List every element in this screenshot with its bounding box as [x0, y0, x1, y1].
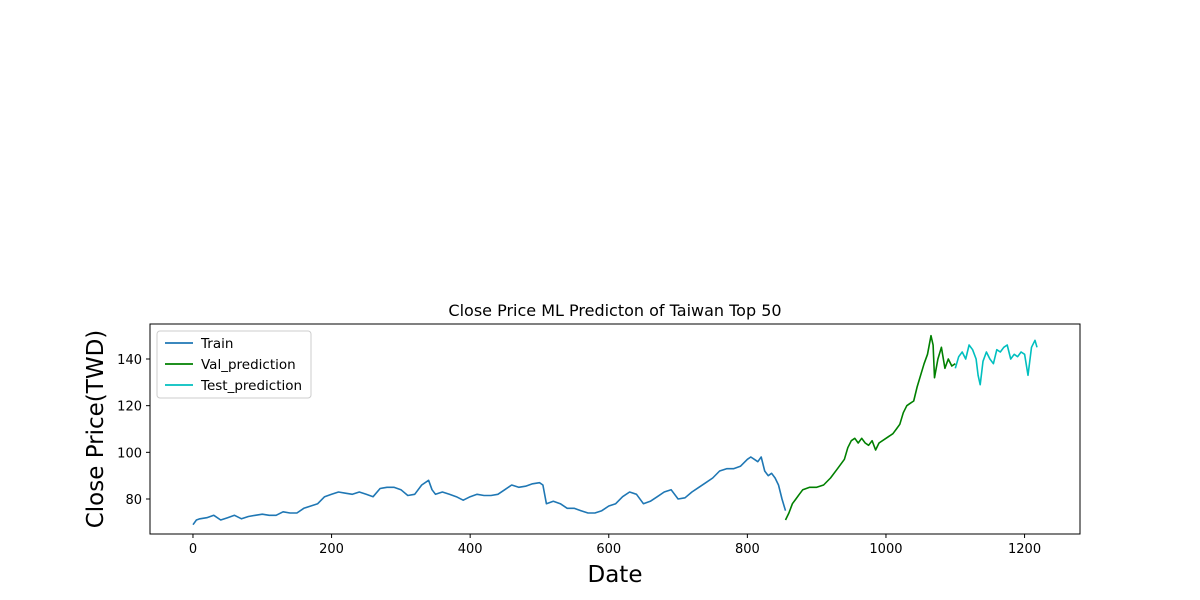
series-layer — [192, 334, 1038, 526]
y-tick-label: 120 — [117, 400, 142, 415]
legend-frame — [156, 330, 312, 399]
x-tick-label: 0 — [189, 542, 197, 557]
y-axis: 80 100 120 140 — [117, 353, 150, 508]
x-tick-label: 1000 — [869, 542, 902, 557]
x-tick-label: 600 — [596, 542, 621, 557]
y-tick-label: 100 — [117, 446, 142, 461]
legend: Train Val_prediction Test_prediction — [156, 330, 312, 399]
x-tick-label: 800 — [735, 542, 760, 557]
x-axis: 0 200 400 600 800 1000 1200 — [189, 534, 1041, 557]
x-tick-label: 400 — [458, 542, 483, 557]
x-tick-label: 1200 — [1008, 542, 1041, 557]
legend-entry: Val_prediction — [201, 357, 296, 373]
legend-entry: Test_prediction — [200, 378, 302, 394]
legend-entry: Train — [200, 336, 233, 352]
y-axis-label: Close Price(TWD) — [83, 330, 109, 529]
x-axis-label: Date — [588, 562, 643, 588]
y-tick-label: 80 — [125, 493, 142, 508]
series-line-train — [192, 456, 787, 526]
y-tick-label: 140 — [117, 353, 142, 368]
series-line-val-prediction — [784, 334, 956, 521]
x-tick-label: 200 — [319, 542, 344, 557]
series-line-test-prediction — [954, 339, 1038, 386]
chart-title: Close Price ML Predicton of Taiwan Top 5… — [448, 301, 781, 320]
